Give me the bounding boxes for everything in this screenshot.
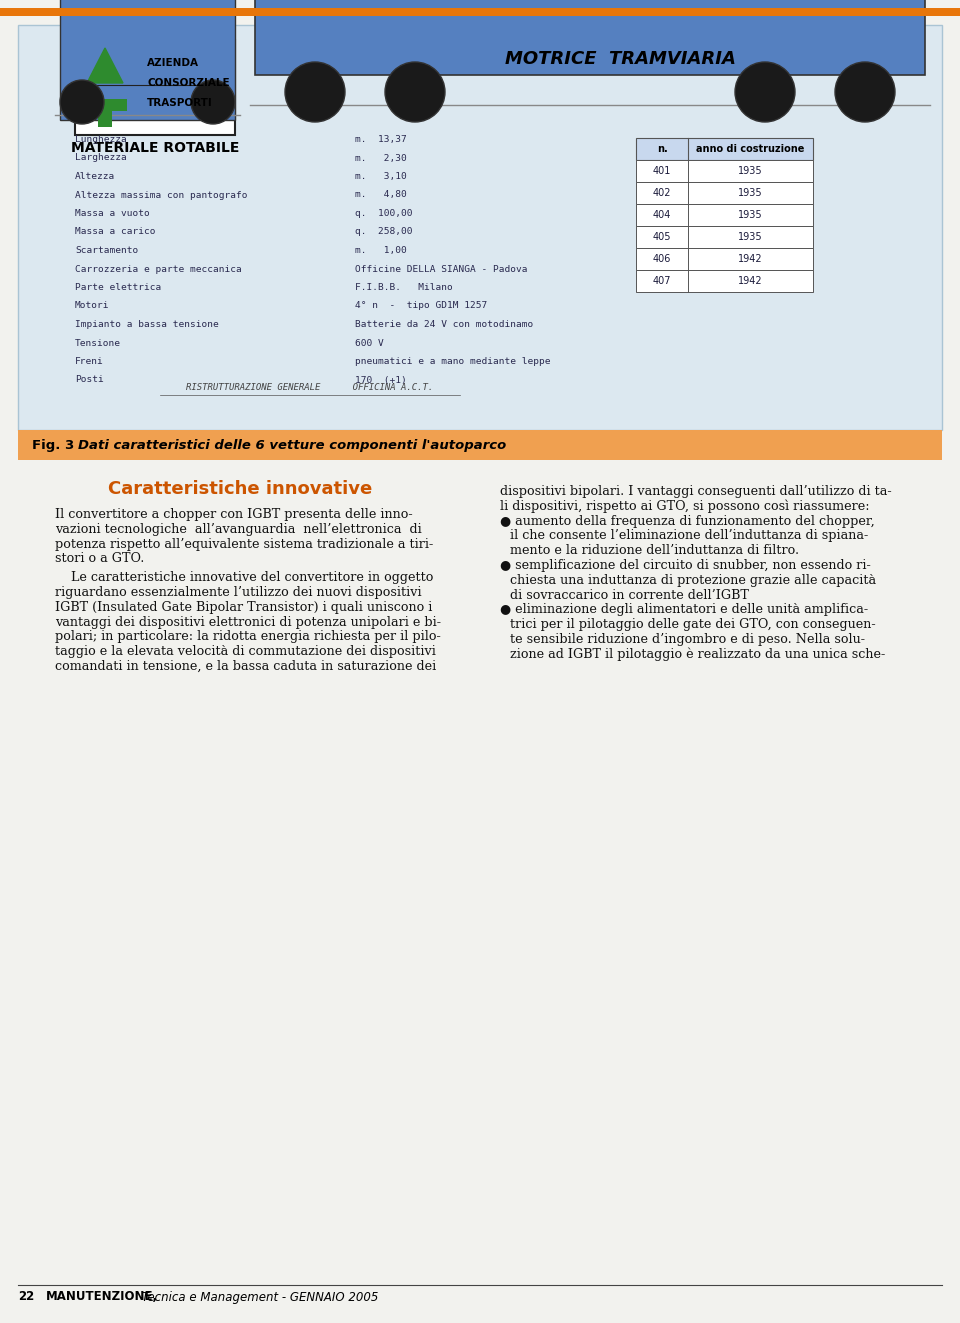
Text: 170  (+1): 170 (+1) xyxy=(355,376,407,385)
Text: 1935: 1935 xyxy=(737,188,762,198)
Text: Dati caratteristici delle 6 vetture componenti l'autoparco: Dati caratteristici delle 6 vetture comp… xyxy=(78,438,506,451)
Text: F.I.B.B.   Milano: F.I.B.B. Milano xyxy=(355,283,453,292)
Bar xyxy=(98,99,112,127)
Circle shape xyxy=(835,62,895,122)
Text: ● eliminazione degli alimentatori e delle unità amplifica-: ● eliminazione degli alimentatori e dell… xyxy=(500,603,868,617)
Text: Le caratteristiche innovative del convertitore in oggetto: Le caratteristiche innovative del conver… xyxy=(55,572,433,585)
Text: m.   4,80: m. 4,80 xyxy=(355,191,407,200)
Text: MATERIALE ROTABILE: MATERIALE ROTABILE xyxy=(71,142,239,155)
Text: Posti: Posti xyxy=(75,376,104,385)
Text: taggio e la elevata velocità di commutazione dei dispositivi: taggio e la elevata velocità di commutaz… xyxy=(55,646,436,659)
Text: m.   2,30: m. 2,30 xyxy=(355,153,407,163)
Circle shape xyxy=(735,62,795,122)
Text: m.  13,37: m. 13,37 xyxy=(355,135,407,144)
Text: mento e la riduzione dell’induttanza di filtro.: mento e la riduzione dell’induttanza di … xyxy=(510,544,799,557)
Text: Carrozzeria e parte meccanica: Carrozzeria e parte meccanica xyxy=(75,265,242,274)
Bar xyxy=(75,40,235,135)
Circle shape xyxy=(191,79,235,124)
Text: 402: 402 xyxy=(653,188,671,198)
Text: Tensione: Tensione xyxy=(75,339,121,348)
Text: vazioni tecnologiche  all’avanguardia  nell’elettronica  di: vazioni tecnologiche all’avanguardia nel… xyxy=(55,523,421,536)
Text: il che consente l’eliminazione dell’induttanza di spiana-: il che consente l’eliminazione dell’indu… xyxy=(510,529,868,542)
Bar xyxy=(83,99,127,111)
Text: 406: 406 xyxy=(653,254,671,265)
Text: 405: 405 xyxy=(653,232,671,242)
Text: comandati in tensione, e la bassa caduta in saturazione dei: comandati in tensione, e la bassa caduta… xyxy=(55,660,436,673)
Text: Il convertitore a chopper con IGBT presenta delle inno-: Il convertitore a chopper con IGBT prese… xyxy=(55,508,413,521)
Bar xyxy=(636,247,813,270)
Text: Motori: Motori xyxy=(75,302,109,311)
Text: Altezza massima con pantografo: Altezza massima con pantografo xyxy=(75,191,248,200)
Text: 1935: 1935 xyxy=(737,210,762,220)
Bar xyxy=(636,160,813,183)
Text: MANUTENZIONE,: MANUTENZIONE, xyxy=(46,1290,158,1303)
Text: anno di costruzione: anno di costruzione xyxy=(696,144,804,153)
Text: Officine DELLA SIANGA - Padova: Officine DELLA SIANGA - Padova xyxy=(355,265,527,274)
Text: RISTRUTTURAZIONE GENERALE      OFFICINA A.C.T.: RISTRUTTURAZIONE GENERALE OFFICINA A.C.T… xyxy=(186,384,434,393)
Text: Massa a carico: Massa a carico xyxy=(75,228,156,237)
Text: Larghezza: Larghezza xyxy=(75,153,127,163)
Text: 401: 401 xyxy=(653,165,671,176)
Text: 600 V: 600 V xyxy=(355,339,384,348)
Bar xyxy=(0,8,960,16)
Text: Batterie da 24 V con motodinamo: Batterie da 24 V con motodinamo xyxy=(355,320,533,329)
Text: Scartamento: Scartamento xyxy=(75,246,138,255)
Text: CONSORZIALE: CONSORZIALE xyxy=(147,78,229,89)
Text: 1942: 1942 xyxy=(737,254,762,265)
Text: 1935: 1935 xyxy=(737,232,762,242)
Text: trici per il pilotaggio delle gate dei GTO, con conseguen-: trici per il pilotaggio delle gate dei G… xyxy=(510,618,876,631)
Text: 22: 22 xyxy=(18,1290,35,1303)
Text: pneumatici e a mano mediante leppe: pneumatici e a mano mediante leppe xyxy=(355,357,550,366)
Text: 404: 404 xyxy=(653,210,671,220)
Text: Fig. 3: Fig. 3 xyxy=(32,438,74,451)
Bar xyxy=(18,25,942,430)
Bar xyxy=(60,0,235,120)
Bar xyxy=(636,270,813,292)
Bar xyxy=(636,183,813,204)
Text: riguardano essenzialmente l’utilizzo dei nuovi dispositivi: riguardano essenzialmente l’utilizzo dei… xyxy=(55,586,421,599)
Bar xyxy=(18,430,942,460)
Text: q.  100,00: q. 100,00 xyxy=(355,209,413,218)
Text: Massa a vuoto: Massa a vuoto xyxy=(75,209,150,218)
Text: n.: n. xyxy=(657,144,667,153)
Text: dispositivi bipolari. I vantaggi conseguenti dall’utilizzo di ta-: dispositivi bipolari. I vantaggi consegu… xyxy=(500,486,892,497)
Text: Freni: Freni xyxy=(75,357,104,366)
Text: vantaggi dei dispositivi elettronici di potenza unipolari e bi-: vantaggi dei dispositivi elettronici di … xyxy=(55,615,441,628)
Text: Altezza: Altezza xyxy=(75,172,115,181)
Text: Lunghezza: Lunghezza xyxy=(75,135,127,144)
Text: zione ad IGBT il pilotaggio è realizzato da una unica sche-: zione ad IGBT il pilotaggio è realizzato… xyxy=(510,648,885,662)
Text: 407: 407 xyxy=(653,277,671,286)
Text: te sensibile riduzione d’ingombro e di peso. Nella solu-: te sensibile riduzione d’ingombro e di p… xyxy=(510,632,865,646)
Text: ● aumento della frequenza di funzionamento del chopper,: ● aumento della frequenza di funzionamen… xyxy=(500,515,875,528)
Text: MOTRICE  TRAMVIARIA: MOTRICE TRAMVIARIA xyxy=(505,50,735,67)
Text: AZIENDA: AZIENDA xyxy=(147,58,199,67)
Text: ● semplificazione del circuito di snubber, non essendo ri-: ● semplificazione del circuito di snubbe… xyxy=(500,560,871,572)
Circle shape xyxy=(385,62,445,122)
Text: polari; in particolare: la ridotta energia richiesta per il pilo-: polari; in particolare: la ridotta energ… xyxy=(55,630,441,643)
Circle shape xyxy=(60,79,104,124)
Text: m.   3,10: m. 3,10 xyxy=(355,172,407,181)
Text: 4° n  -  tipo GD1M 1257: 4° n - tipo GD1M 1257 xyxy=(355,302,488,311)
Text: 1942: 1942 xyxy=(737,277,762,286)
Text: m.   1,00: m. 1,00 xyxy=(355,246,407,255)
Text: li dispositivi, rispetto ai GTO, si possono così riassumere:: li dispositivi, rispetto ai GTO, si poss… xyxy=(500,500,870,513)
Text: Caratteristiche innovative: Caratteristiche innovative xyxy=(108,480,372,497)
Text: Impianto a bassa tensione: Impianto a bassa tensione xyxy=(75,320,219,329)
Text: Tecnica e Management - GENNAIO 2005: Tecnica e Management - GENNAIO 2005 xyxy=(138,1290,378,1303)
Circle shape xyxy=(285,62,345,122)
Bar xyxy=(255,0,925,75)
Text: IGBT (Insulated Gate Bipolar Transistor) i quali uniscono i: IGBT (Insulated Gate Bipolar Transistor)… xyxy=(55,601,432,614)
Text: di sovraccarico in corrente dell’IGBT: di sovraccarico in corrente dell’IGBT xyxy=(510,589,749,602)
Text: potenza rispetto all’equivalente sistema tradizionale a tiri-: potenza rispetto all’equivalente sistema… xyxy=(55,537,433,550)
Bar xyxy=(636,226,813,247)
Text: chiesta una induttanza di protezione grazie alle capacità: chiesta una induttanza di protezione gra… xyxy=(510,574,876,587)
Text: 1935: 1935 xyxy=(737,165,762,176)
Bar xyxy=(636,204,813,226)
Text: stori o a GTO.: stori o a GTO. xyxy=(55,553,144,565)
Bar xyxy=(636,138,813,160)
Polygon shape xyxy=(87,48,123,83)
Text: Parte elettrica: Parte elettrica xyxy=(75,283,161,292)
Text: TRASPORTI: TRASPORTI xyxy=(147,98,213,108)
Text: q.  258,00: q. 258,00 xyxy=(355,228,413,237)
